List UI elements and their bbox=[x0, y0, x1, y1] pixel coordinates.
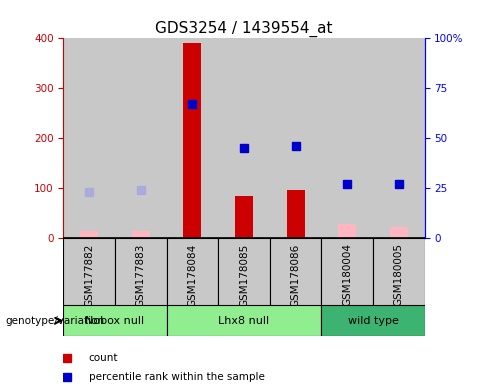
Text: GSM177882: GSM177882 bbox=[84, 243, 94, 307]
Bar bbox=[322, 38, 373, 238]
Bar bbox=[373, 238, 425, 305]
Text: GSM178086: GSM178086 bbox=[290, 243, 301, 307]
Text: genotype/variation: genotype/variation bbox=[5, 316, 104, 326]
Bar bbox=[115, 238, 166, 305]
Text: GSM180005: GSM180005 bbox=[394, 243, 404, 306]
Bar bbox=[322, 238, 373, 305]
Bar bbox=[218, 38, 270, 238]
Text: GSM178085: GSM178085 bbox=[239, 243, 249, 307]
Text: wild type: wild type bbox=[347, 316, 398, 326]
Bar bbox=[270, 38, 322, 238]
Bar bbox=[218, 238, 270, 305]
Text: Nobox null: Nobox null bbox=[85, 316, 144, 326]
Bar bbox=[115, 38, 166, 238]
Bar bbox=[63, 38, 115, 238]
Bar bbox=[235, 195, 253, 238]
Text: GSM177883: GSM177883 bbox=[136, 243, 146, 307]
Title: GDS3254 / 1439554_at: GDS3254 / 1439554_at bbox=[155, 21, 333, 37]
Bar bbox=[166, 238, 218, 305]
Text: Lhx8 null: Lhx8 null bbox=[219, 316, 269, 326]
Bar bbox=[63, 238, 115, 305]
Bar bbox=[373, 38, 425, 238]
Bar bbox=[322, 305, 425, 336]
Bar bbox=[63, 305, 166, 336]
Text: percentile rank within the sample: percentile rank within the sample bbox=[89, 372, 264, 382]
Bar bbox=[80, 230, 98, 238]
Bar bbox=[183, 43, 202, 238]
Bar bbox=[166, 38, 218, 238]
Bar bbox=[338, 224, 356, 238]
Text: GSM178084: GSM178084 bbox=[187, 243, 198, 307]
Bar bbox=[286, 190, 305, 238]
Bar bbox=[390, 227, 408, 238]
Text: count: count bbox=[89, 353, 118, 362]
Bar bbox=[132, 230, 150, 238]
Bar bbox=[270, 238, 322, 305]
Text: GSM180004: GSM180004 bbox=[342, 243, 352, 306]
Bar bbox=[166, 305, 322, 336]
